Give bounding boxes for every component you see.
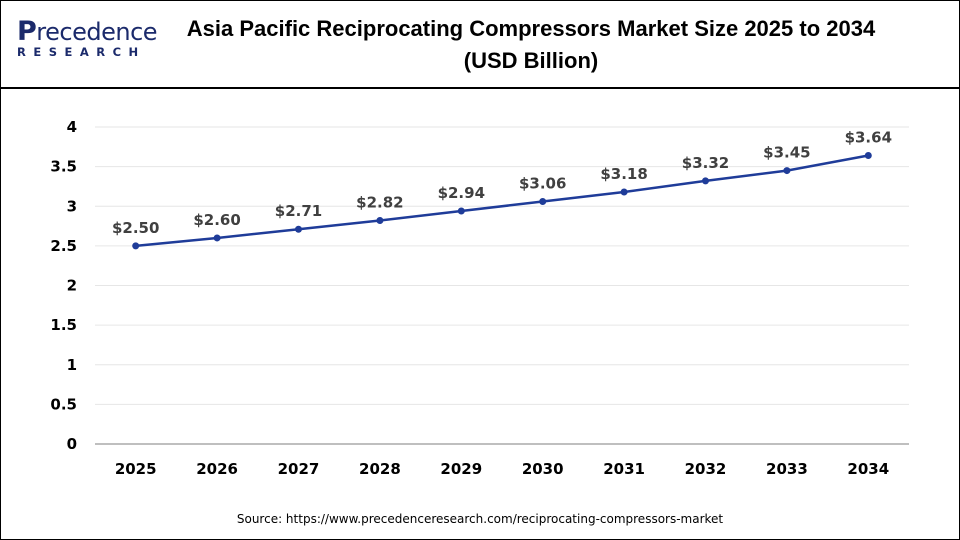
data-label: $3.18 xyxy=(600,165,647,183)
data-label: $3.45 xyxy=(763,144,810,162)
logo-brand: Precedence xyxy=(17,16,158,47)
data-point xyxy=(376,217,384,225)
source-note: Source: https://www.precedenceresearch.c… xyxy=(236,512,724,526)
data-label: $2.82 xyxy=(356,194,403,212)
series-line xyxy=(135,154,869,248)
data-label: $2.94 xyxy=(438,184,485,202)
title-line-2: (USD Billion) xyxy=(463,48,599,73)
y-tick-label: 1 xyxy=(67,356,77,374)
data-point xyxy=(783,167,791,175)
data-label: $3.06 xyxy=(519,174,566,192)
y-tick-label: 3 xyxy=(67,197,77,215)
data-label: $3.64 xyxy=(845,129,892,147)
x-tick-label: 2026 xyxy=(196,460,238,478)
title-line-1: Asia Pacific Reciprocating Compressors M… xyxy=(186,16,876,41)
y-tick-label: 0.5 xyxy=(50,395,77,413)
data-point xyxy=(457,207,465,215)
data-point xyxy=(213,234,221,242)
data-point xyxy=(132,242,140,250)
x-tick-label: 2032 xyxy=(685,460,727,478)
data-label: $2.71 xyxy=(275,202,322,220)
x-tick-label: 2031 xyxy=(603,460,645,478)
x-tick-label: 2027 xyxy=(278,460,320,478)
y-tick-label: 3.5 xyxy=(50,158,77,176)
data-point xyxy=(295,225,302,233)
x-tick-label: 2029 xyxy=(440,460,482,478)
data-label: $2.60 xyxy=(193,211,240,229)
data-point xyxy=(620,188,628,196)
y-tick-label: 2 xyxy=(67,277,77,295)
data-label: $2.50 xyxy=(112,219,159,237)
precedence-research-logo: Precedence RESEARCH xyxy=(17,16,158,63)
y-tick-label: 2.5 xyxy=(50,237,77,255)
y-tick-label: 0 xyxy=(67,435,77,453)
y-tick-label: 1.5 xyxy=(50,316,77,334)
data-label: $3.32 xyxy=(682,154,729,172)
y-tick-label: 4 xyxy=(67,118,77,136)
x-tick-label: 2033 xyxy=(766,460,808,478)
x-tick-label: 2025 xyxy=(115,460,157,478)
chart-title: Asia Pacific Reciprocating Compressors M… xyxy=(161,13,901,77)
data-point xyxy=(702,177,709,185)
x-tick-label: 2028 xyxy=(359,460,401,478)
data-point xyxy=(539,197,547,205)
x-tick-label: 2034 xyxy=(847,460,889,478)
logo-sub: RESEARCH xyxy=(17,45,146,59)
data-point xyxy=(864,152,872,160)
x-tick-label: 2030 xyxy=(522,460,564,478)
header: Precedence RESEARCH Asia Pacific Recipro… xyxy=(1,1,959,89)
